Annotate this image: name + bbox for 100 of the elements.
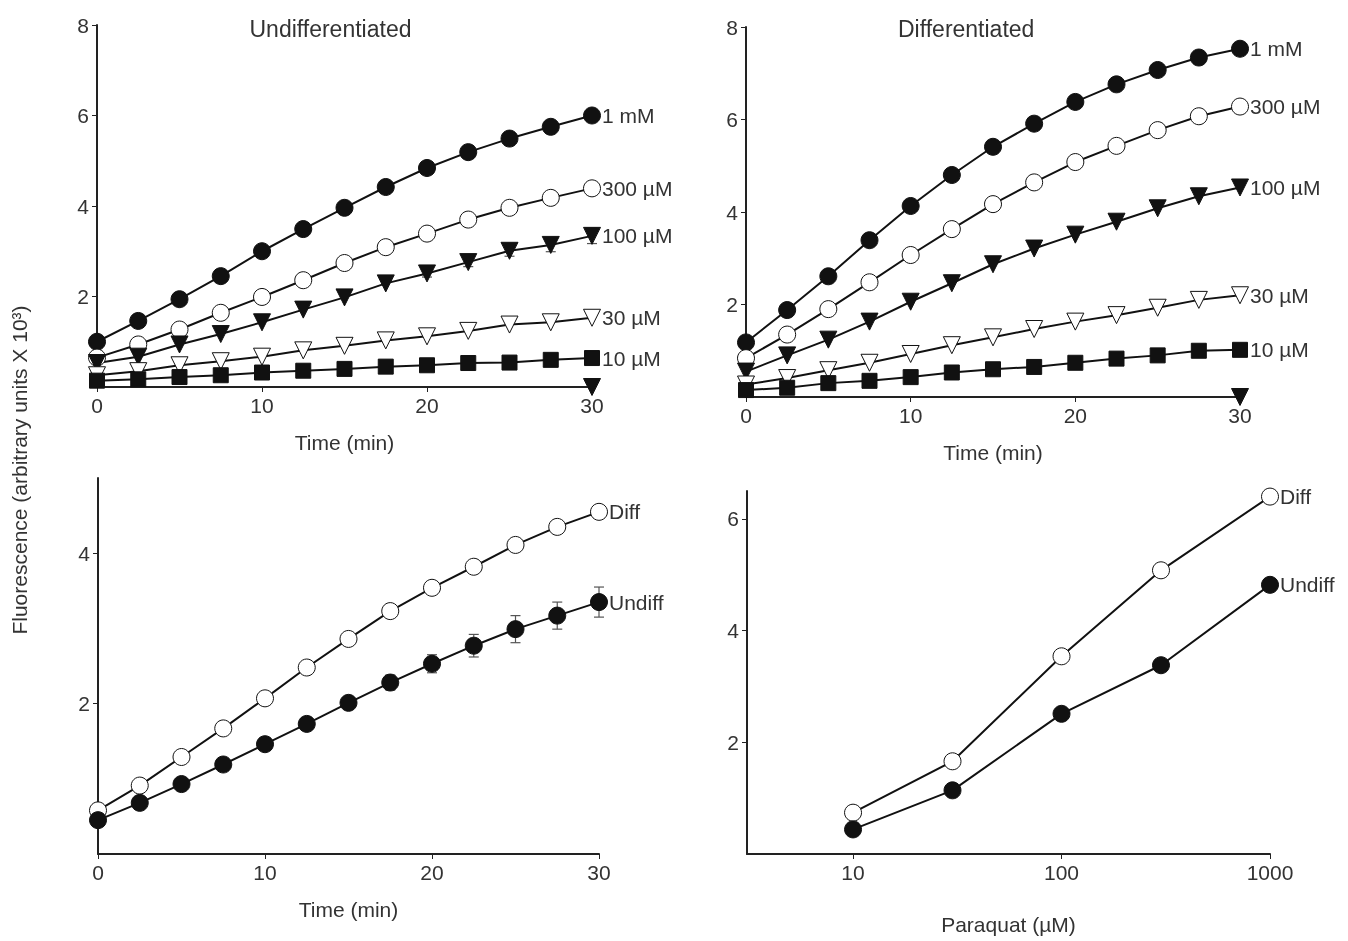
- x-tick-label: 10: [898, 404, 923, 427]
- y-axis-title: Fluorescence (arbitrary units X 10³): [8, 305, 32, 635]
- x-axis-title: Paraquat (µM): [941, 913, 1076, 936]
- series-label: 30 µM: [1250, 283, 1309, 307]
- point: [778, 301, 797, 320]
- point: [1231, 388, 1249, 406]
- series-label: Undiff: [1280, 573, 1335, 597]
- point: [1025, 173, 1044, 192]
- point: [1149, 347, 1166, 364]
- point: [297, 714, 316, 733]
- chart-title: Undifferentiated: [249, 15, 412, 42]
- point: [459, 321, 478, 340]
- point: [1066, 312, 1085, 331]
- point: [844, 820, 863, 839]
- point: [584, 350, 600, 367]
- point: [1025, 239, 1044, 258]
- point: [1232, 341, 1248, 358]
- series-label: 1 mM: [602, 104, 655, 127]
- series-label: 30 µM: [602, 306, 661, 330]
- point: [901, 196, 920, 215]
- point: [459, 143, 478, 162]
- point: [1231, 286, 1249, 305]
- point: [501, 354, 518, 371]
- point: [130, 371, 147, 388]
- x-tick-label: 0: [92, 861, 104, 884]
- y-tick-label: 6: [77, 104, 89, 127]
- point: [542, 351, 559, 368]
- point: [1052, 647, 1071, 666]
- point: [211, 325, 230, 344]
- x-tick-label: 10: [841, 861, 865, 884]
- point: [172, 748, 191, 766]
- point: [464, 636, 483, 655]
- point: [214, 719, 233, 738]
- x-axis-title: Time (min): [298, 898, 399, 921]
- point: [548, 517, 567, 536]
- point: [1066, 92, 1085, 111]
- point: [984, 328, 1002, 347]
- point: [294, 341, 313, 360]
- point: [901, 344, 920, 363]
- point: [129, 311, 148, 330]
- point: [942, 336, 961, 355]
- x-tick-label: 20: [420, 861, 444, 884]
- point: [376, 331, 395, 350]
- point: [778, 325, 797, 344]
- y-tick-label: 6: [726, 108, 738, 131]
- point: [860, 312, 879, 331]
- point: [459, 210, 478, 229]
- x-tick-label: 30: [580, 394, 604, 417]
- point: [1189, 290, 1208, 309]
- point: [500, 315, 519, 334]
- point: [459, 253, 478, 272]
- point: [376, 178, 395, 196]
- point: [376, 238, 395, 257]
- x-axis-title: Time (min): [943, 441, 1043, 464]
- point: [860, 231, 879, 250]
- point: [942, 166, 961, 184]
- point: [130, 776, 149, 795]
- x-tick-label: 0: [740, 404, 752, 427]
- x-tick-label: 0: [91, 394, 103, 417]
- point: [253, 287, 271, 306]
- point: [171, 369, 188, 386]
- series-label: 1 mM: [1250, 37, 1303, 61]
- point: [985, 361, 1001, 378]
- point: [1148, 121, 1167, 140]
- point: [500, 241, 519, 260]
- point: [583, 106, 601, 125]
- point: [339, 693, 358, 712]
- point: [1148, 199, 1167, 218]
- point: [1189, 48, 1208, 67]
- point: [984, 255, 1002, 274]
- point: [737, 333, 755, 352]
- point: [1066, 153, 1085, 172]
- x-axis-title: Time (min): [294, 431, 395, 454]
- point: [1189, 187, 1208, 206]
- point: [253, 313, 271, 332]
- point: [212, 367, 229, 384]
- point: [214, 755, 233, 774]
- point: [819, 330, 838, 349]
- x-tick-label: 20: [415, 394, 439, 417]
- point: [130, 793, 149, 812]
- point: [376, 274, 395, 293]
- x-tick-label: 100: [1044, 861, 1080, 884]
- point: [942, 274, 961, 293]
- point: [1148, 298, 1167, 317]
- point: [1107, 306, 1126, 325]
- point: [1148, 61, 1167, 80]
- point: [335, 254, 354, 273]
- point: [418, 224, 436, 243]
- point: [89, 372, 105, 389]
- point: [1107, 212, 1126, 231]
- point: [418, 264, 436, 283]
- y-tick-label: 8: [726, 15, 738, 39]
- point: [541, 235, 560, 254]
- series-label: 300 µM: [602, 176, 673, 200]
- point: [460, 355, 477, 372]
- point: [1231, 39, 1249, 58]
- x-tick-label: 30: [1228, 404, 1252, 427]
- point: [172, 775, 191, 794]
- point: [942, 220, 961, 239]
- series-label: 300 µM: [1250, 95, 1321, 119]
